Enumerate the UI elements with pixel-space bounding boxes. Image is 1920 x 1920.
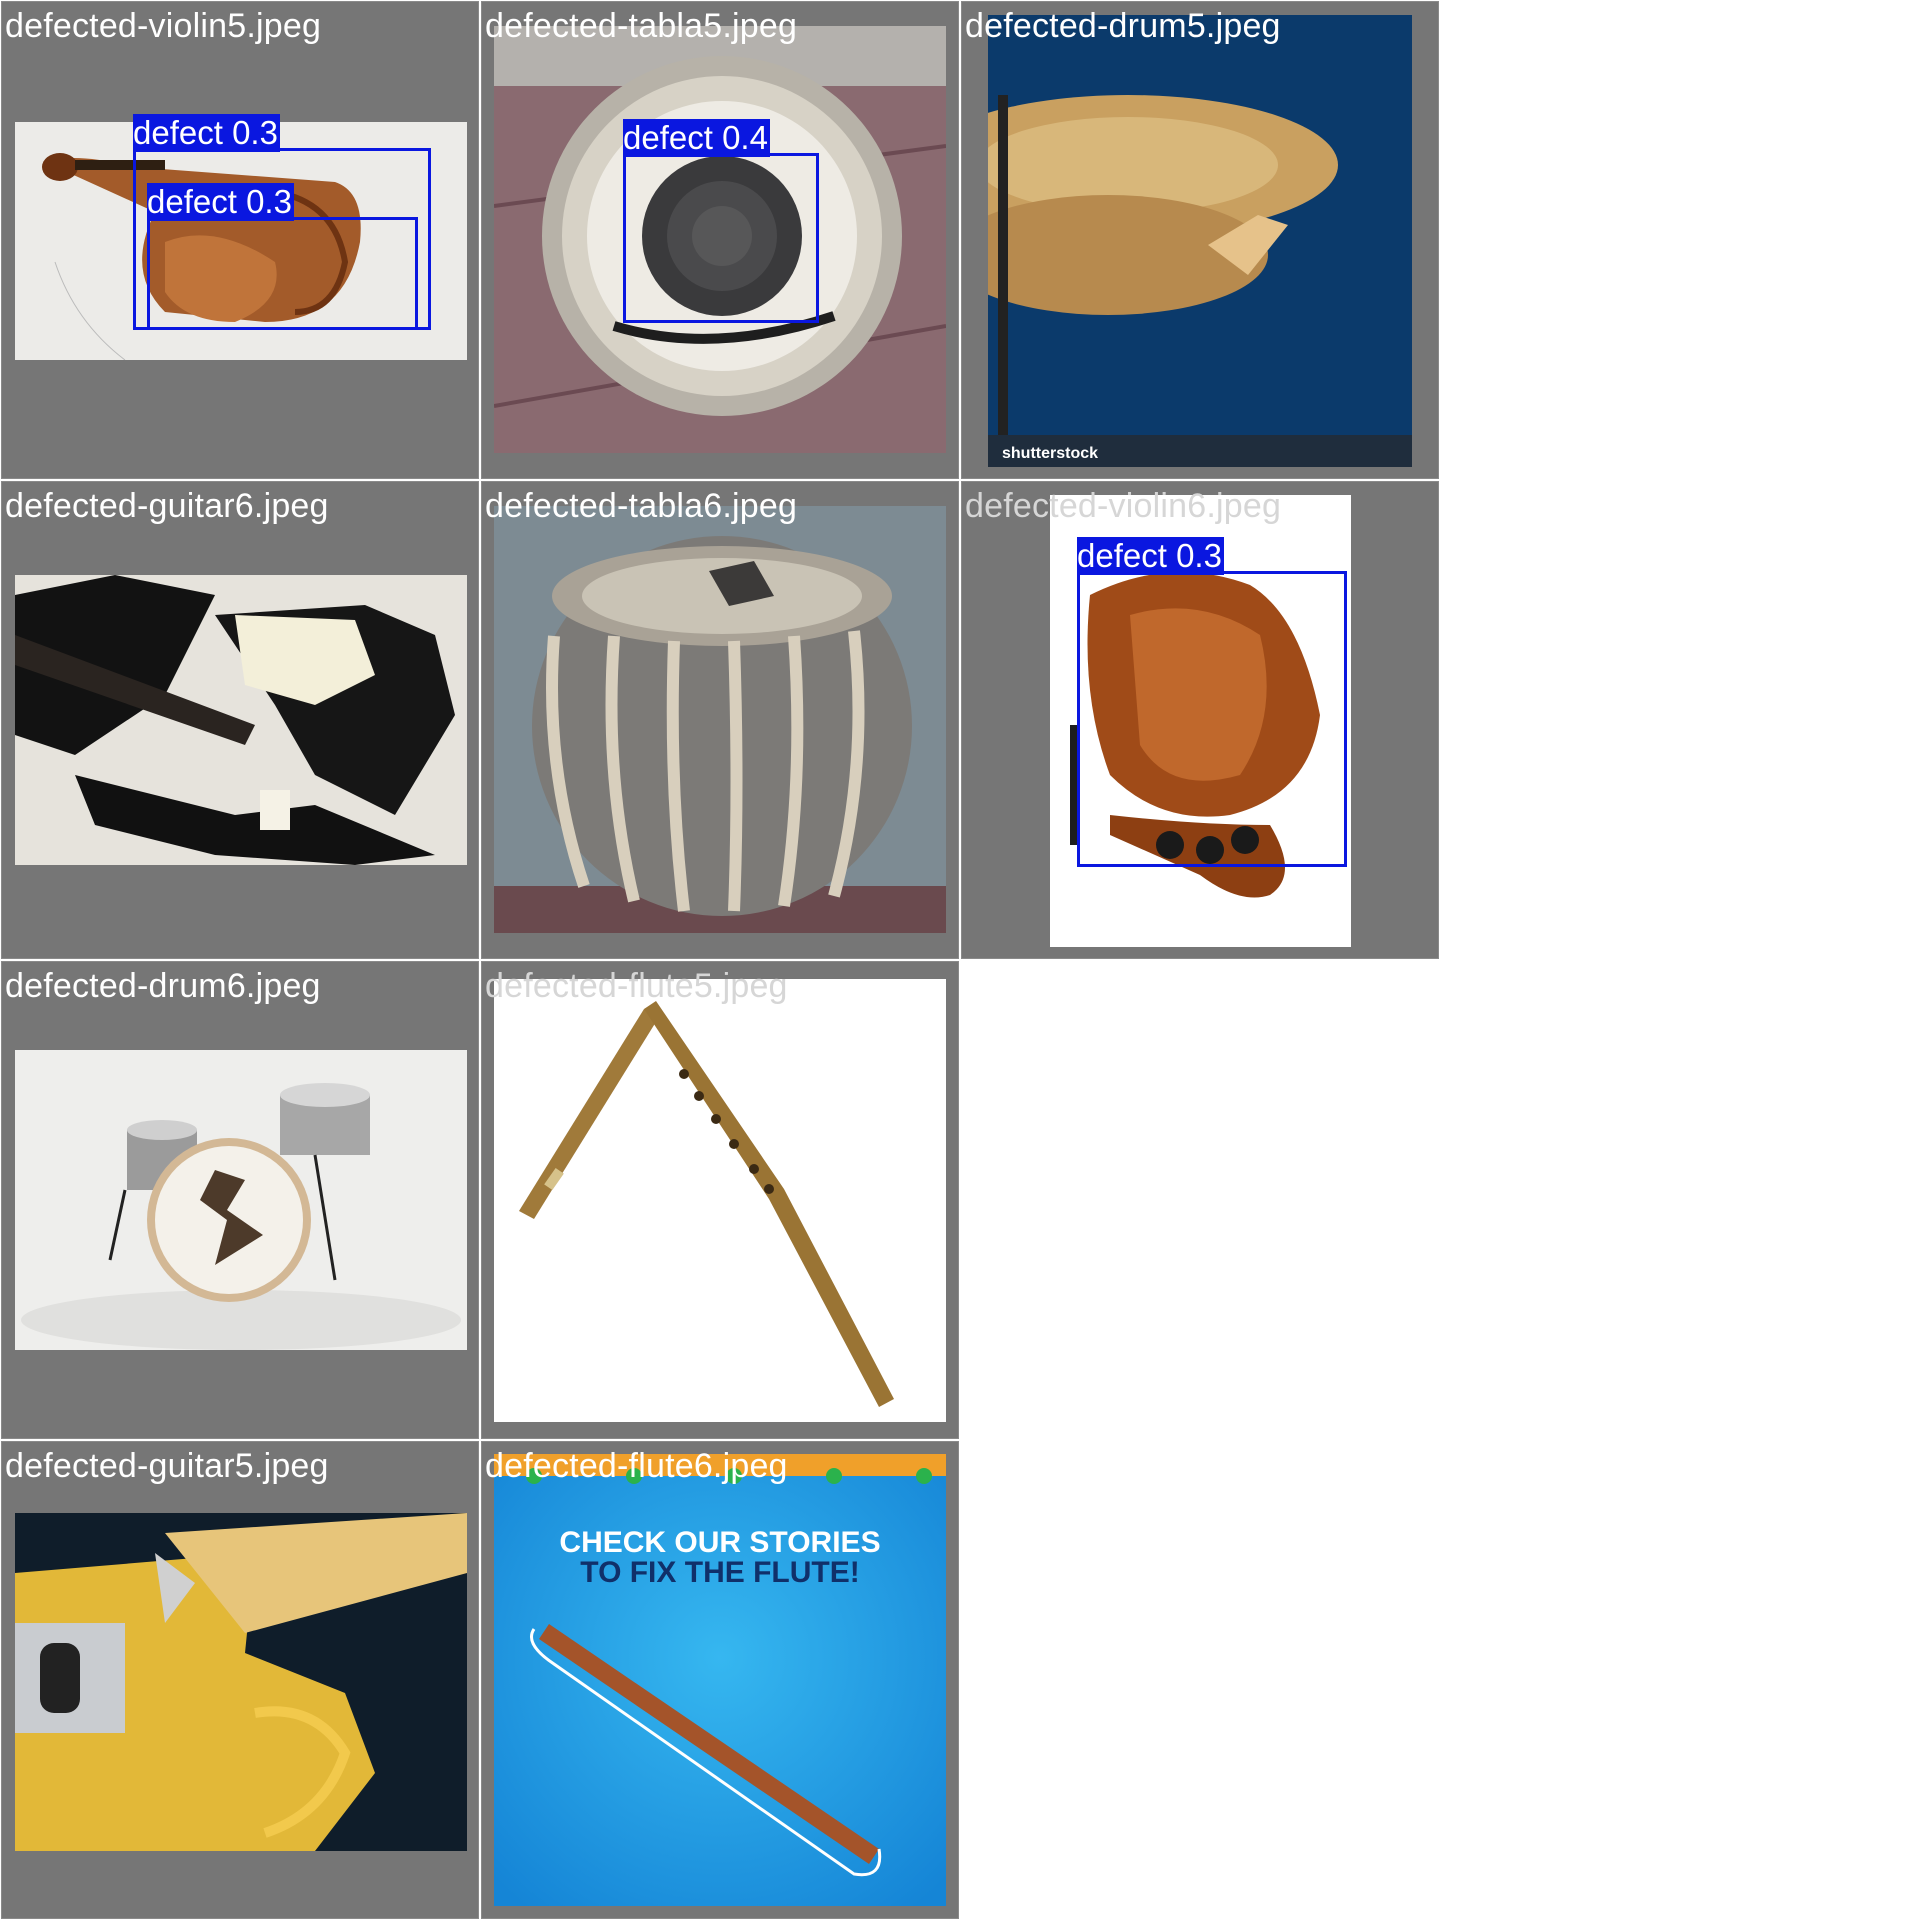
tile-guitar6[interactable]: defected-guitar6.jpeg	[1, 481, 479, 959]
tile-violin6[interactable]: defect 0.3 defected-violin6.jpeg	[961, 481, 1439, 959]
filename-label: defected-violin6.jpeg	[965, 487, 1282, 525]
poster-headline-line2: TO FIX THE FLUTE!	[580, 1556, 859, 1589]
detection-label: defect 0.3	[1077, 537, 1224, 575]
filename-label: defected-violin5.jpeg	[5, 7, 322, 45]
filename-label: defected-tabla5.jpeg	[485, 7, 798, 45]
mosaic-grid: defect 0.3 defect 0.3 defected-violin5.j…	[1, 1, 1439, 1919]
tile-tabla5[interactable]: defect 0.4 defected-tabla5.jpeg	[481, 1, 959, 479]
violin-photo	[15, 122, 467, 360]
detection-box	[623, 153, 819, 323]
tile-drum5[interactable]: shutterstock defected-drum5.jpeg	[961, 1, 1439, 479]
filename-label: defected-drum5.jpeg	[965, 7, 1281, 45]
filename-label: defected-tabla6.jpeg	[485, 487, 798, 525]
flute-photo	[494, 979, 946, 1422]
tile-drum6[interactable]: defected-drum6.jpeg	[1, 961, 479, 1439]
guitar-photo	[15, 1513, 467, 1851]
detection-box	[1077, 571, 1347, 867]
tile-violin5[interactable]: defect 0.3 defect 0.3 defected-violin5.j…	[1, 1, 479, 479]
flute-poster-photo: CHECK OUR STORIES TO FIX THE FLUTE!	[494, 1454, 946, 1906]
filename-label: defected-drum6.jpeg	[5, 967, 321, 1005]
guitar-photo	[15, 575, 467, 865]
filename-label: defected-guitar6.jpeg	[5, 487, 329, 525]
tile-flute5[interactable]: defected-flute5.jpeg	[481, 961, 959, 1439]
detection-label: defect 0.4	[623, 119, 770, 157]
filename-label: defected-flute5.jpeg	[485, 967, 788, 1005]
cymbal-photo: shutterstock	[988, 15, 1412, 467]
tile-guitar5[interactable]: defected-guitar5.jpeg	[1, 1441, 479, 1919]
filename-label: defected-flute6.jpeg	[485, 1447, 788, 1485]
detection-label: defect 0.3	[133, 114, 280, 152]
tabla-photo	[494, 506, 946, 933]
detection-box	[147, 217, 418, 330]
poster-headline-line1: CHECK OUR STORIES	[559, 1526, 880, 1559]
tile-flute6[interactable]: CHECK OUR STORIES TO FIX THE FLUTE! defe…	[481, 1441, 959, 1919]
filename-label: defected-guitar5.jpeg	[5, 1447, 329, 1485]
detection-label: defect 0.3	[147, 183, 294, 221]
tabla-photo	[494, 26, 946, 453]
tile-tabla6[interactable]: defected-tabla6.jpeg	[481, 481, 959, 959]
drum-kit-photo	[15, 1050, 467, 1350]
watermark-text: shutterstock	[1002, 445, 1098, 462]
